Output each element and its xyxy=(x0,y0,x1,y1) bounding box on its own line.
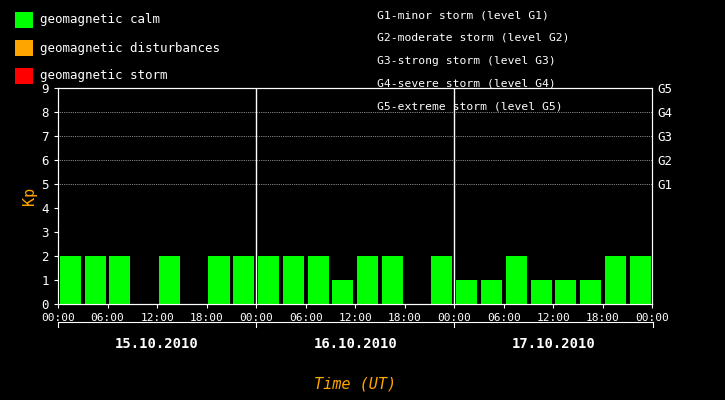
Bar xyxy=(85,256,106,304)
Bar xyxy=(60,256,81,304)
Bar xyxy=(209,256,230,304)
Bar xyxy=(258,256,279,304)
Text: geomagnetic calm: geomagnetic calm xyxy=(40,14,160,26)
Text: G4-severe storm (level G4): G4-severe storm (level G4) xyxy=(377,78,556,88)
Text: G1-minor storm (level G1): G1-minor storm (level G1) xyxy=(377,10,549,20)
Bar xyxy=(629,256,650,304)
Text: geomagnetic disturbances: geomagnetic disturbances xyxy=(40,42,220,54)
Bar xyxy=(506,256,527,304)
Text: G2-moderate storm (level G2): G2-moderate storm (level G2) xyxy=(377,33,570,43)
Text: G3-strong storm (level G3): G3-strong storm (level G3) xyxy=(377,56,556,66)
Text: Time (UT): Time (UT) xyxy=(314,376,397,392)
Text: 16.10.2010: 16.10.2010 xyxy=(313,337,397,351)
Text: 17.10.2010: 17.10.2010 xyxy=(512,337,595,351)
Bar xyxy=(332,280,353,304)
Bar xyxy=(357,256,378,304)
Text: G5-extreme storm (level G5): G5-extreme storm (level G5) xyxy=(377,101,563,111)
Text: 15.10.2010: 15.10.2010 xyxy=(115,337,199,351)
Bar xyxy=(456,280,477,304)
Bar xyxy=(159,256,180,304)
Bar xyxy=(283,256,304,304)
Text: geomagnetic storm: geomagnetic storm xyxy=(40,70,167,82)
Bar xyxy=(233,256,254,304)
Bar xyxy=(109,256,130,304)
Bar xyxy=(307,256,328,304)
Bar xyxy=(531,280,552,304)
Bar xyxy=(555,280,576,304)
Bar xyxy=(382,256,403,304)
Bar xyxy=(431,256,452,304)
Bar xyxy=(605,256,626,304)
Y-axis label: Kp: Kp xyxy=(22,187,37,205)
Bar xyxy=(580,280,601,304)
Bar xyxy=(481,280,502,304)
